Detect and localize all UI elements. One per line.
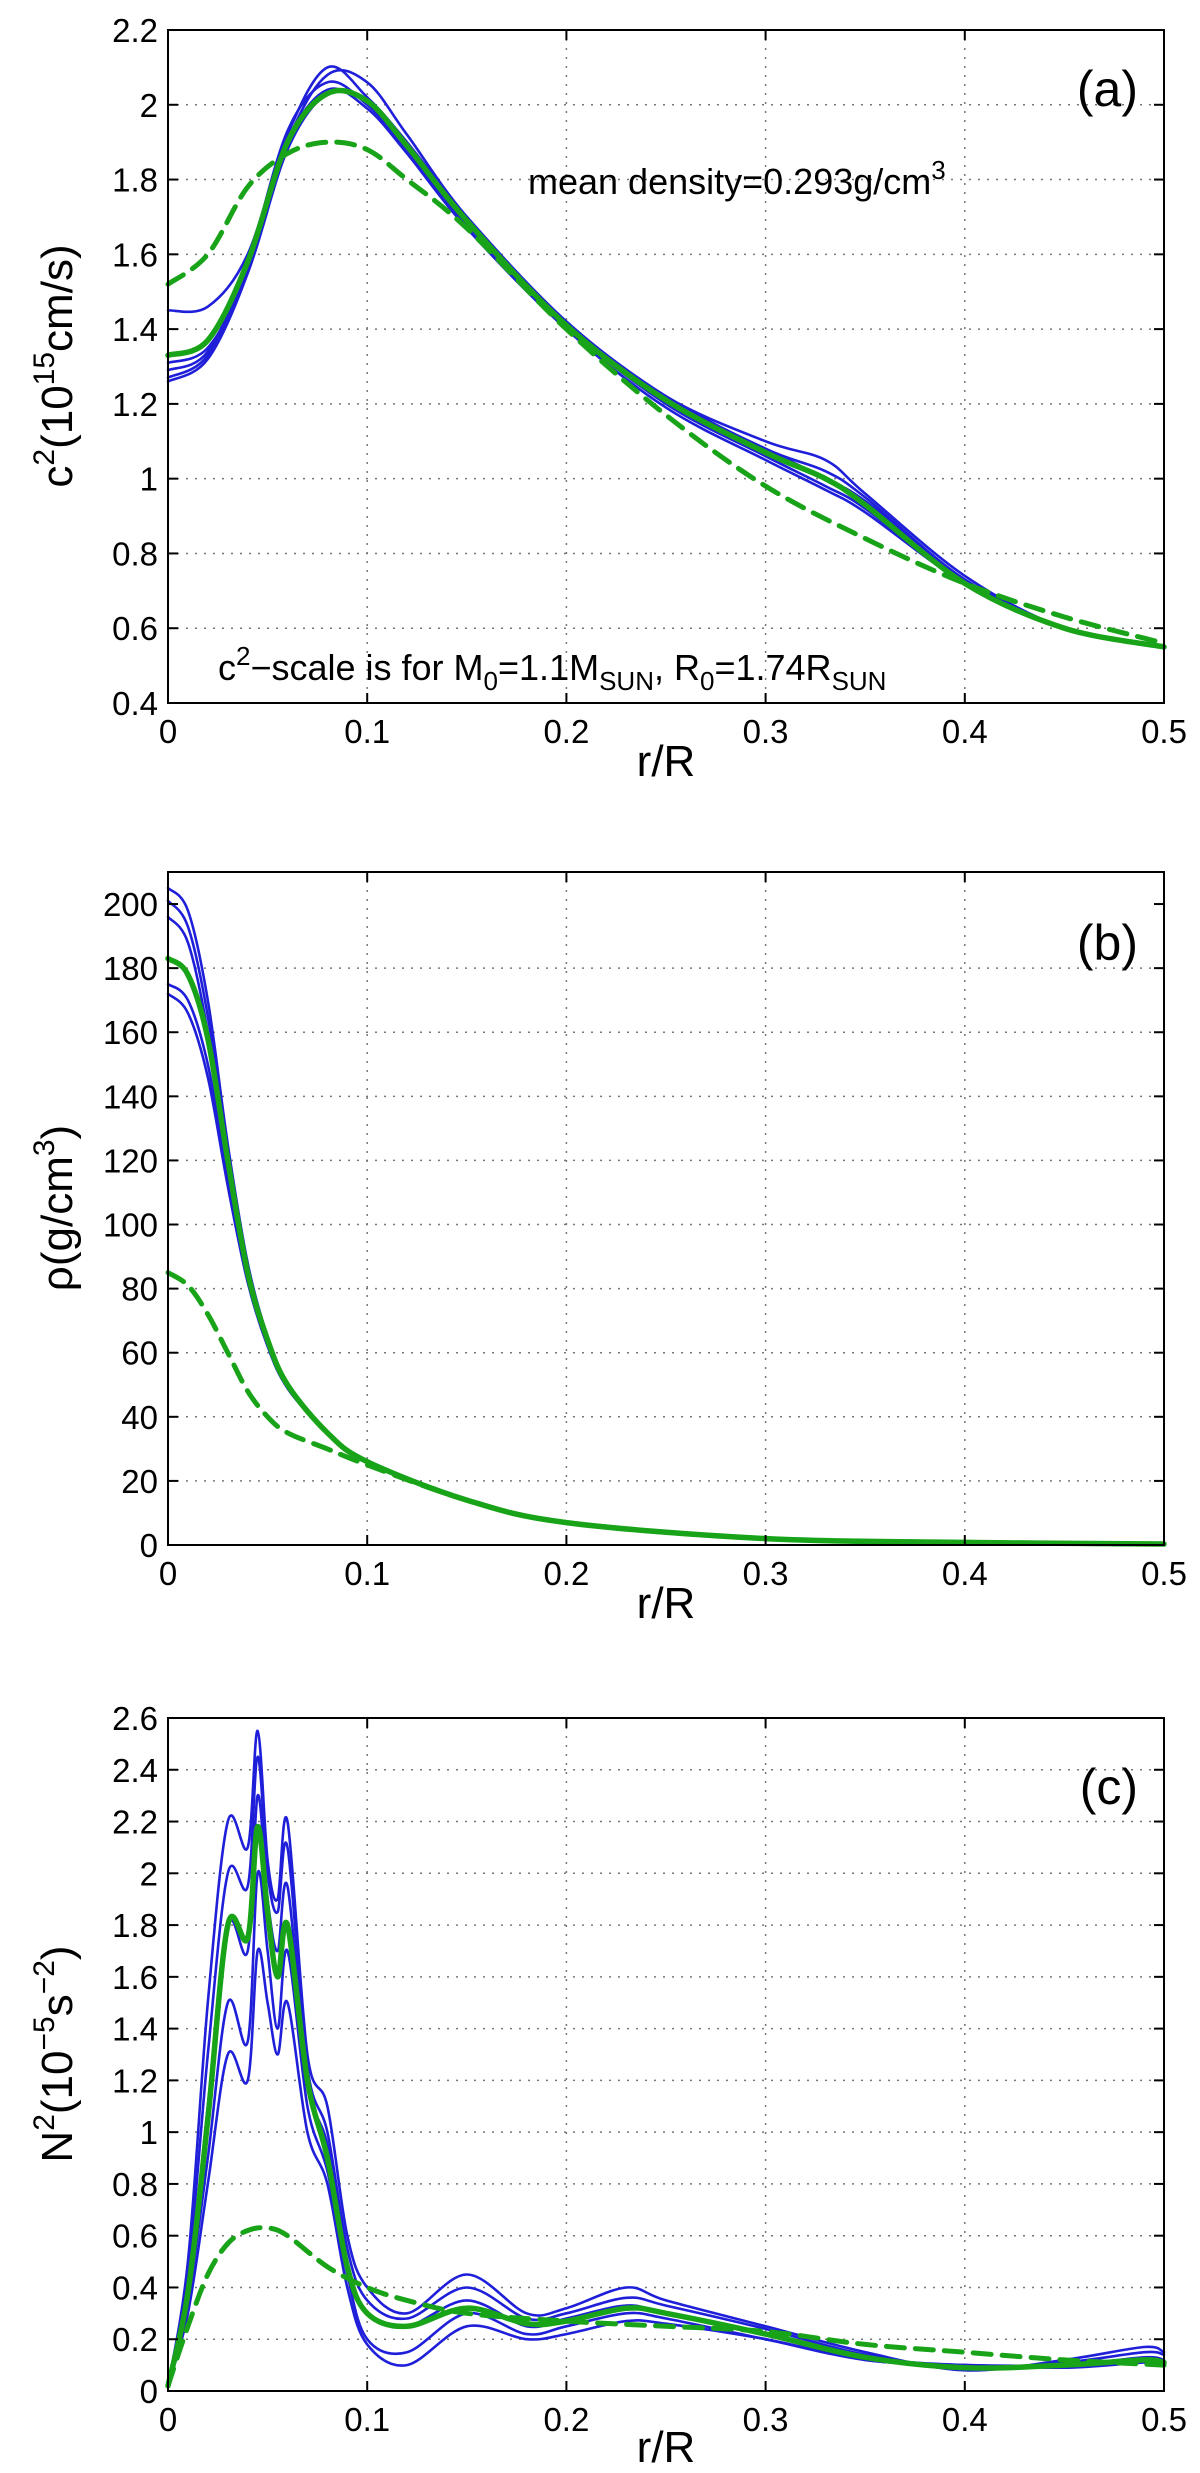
series-line-green-dash-6: [165, 2225, 1167, 2389]
panel-c-frame: [167, 1717, 1165, 2392]
y-tick-label: 120: [103, 1142, 158, 1179]
panel-a: 0 0.1 0.2 0.3 0.4 0.5 0.4 0.6 0.8 1 1.2 1.4 1.6 1.8 2 2…: [28, 12, 1187, 786]
y-tick-label: 1.2: [112, 386, 158, 423]
y-tick-label: 160: [103, 1014, 158, 1051]
y-tick-label: 200: [103, 886, 158, 923]
panel-b-frame: [167, 871, 1165, 1546]
x-tick-label: 0: [159, 713, 177, 750]
y-tick-label: 0.8: [112, 2166, 158, 2203]
y-tick-label: 0: [140, 2373, 158, 2410]
x-tick-label: 0: [159, 1555, 177, 1592]
y-tick-label: 0.6: [112, 2218, 158, 2255]
panel-c-ticks: 0 0.1 0.2 0.3 0.4 0.5 0 0.2 0.4 0.6 0.8 1 1.2 1.4 1.6 1…: [112, 1700, 1187, 2438]
y-tick-label: 1.4: [112, 2011, 158, 2048]
panel-a-series: [165, 65, 1167, 650]
x-tick-label: 0.3: [743, 713, 789, 750]
series-line-blue-0: [166, 65, 1166, 649]
panel-a-annotation-scale: c2−scale is for M0=1.1MSUN, R0=1.74RSUN: [218, 641, 886, 696]
series-line-blue-1: [166, 1755, 1166, 2388]
series-line-green-5: [165, 87, 1167, 650]
panel-c-grid: [168, 1718, 1164, 2391]
x-tick-label: 0: [159, 2401, 177, 2438]
y-tick-label: 0: [140, 1527, 158, 1564]
series-line-green-dash-6: [165, 139, 1167, 646]
y-tick-label: 2: [140, 87, 158, 124]
panel-c-series: [165, 1729, 1167, 2389]
y-tick-label: 0.8: [112, 535, 158, 572]
y-tick-label: 0.4: [112, 2269, 158, 2306]
y-tick-label: 100: [103, 1207, 158, 1244]
x-tick-label: 0.1: [344, 713, 390, 750]
panel-c-x-axis-label: r/R: [637, 2423, 696, 2472]
panel-a-label: (a): [1077, 61, 1138, 117]
y-tick-label: 2.2: [112, 1804, 158, 1841]
y-tick-label: 2.2: [112, 12, 158, 49]
panel-b-series: [165, 886, 1167, 1547]
y-tick-label: 2.6: [112, 1700, 158, 1737]
panel-b-label: (b): [1077, 915, 1138, 971]
panel-a-ticks: 0 0.1 0.2 0.3 0.4 0.5 0.4 0.6 0.8 1 1.2 1.4 1.6 1.8 2 2…: [112, 12, 1187, 750]
series-line-blue-4: [166, 1947, 1166, 2388]
series-line-green-dash-6: [165, 1270, 1167, 1547]
series-line-blue-0: [166, 1729, 1166, 2388]
y-tick-label: 60: [121, 1335, 158, 1372]
y-tick-label: 1.8: [112, 1907, 158, 1944]
panel-a-x-axis-label: r/R: [637, 737, 696, 786]
panel-b-y-axis-label: ρ(g/cm3): [28, 1125, 82, 1291]
panel-b-ticks: 0 0.1 0.2 0.3 0.4 0.5 0 20 40 60 80 100 120 140 160 180…: [103, 872, 1187, 1592]
y-tick-label: 20: [121, 1463, 158, 1500]
x-tick-label: 0.2: [543, 713, 589, 750]
x-tick-label: 0.2: [543, 1555, 589, 1592]
y-tick-label: 1: [140, 461, 158, 498]
series-line-green-5: [165, 1823, 1167, 2389]
x-tick-label: 0.5: [1141, 2401, 1187, 2438]
panel-b-x-axis-label: r/R: [637, 1579, 696, 1628]
x-tick-label: 0.3: [743, 2401, 789, 2438]
series-line-blue-4: [166, 992, 1166, 1546]
y-tick-label: 1.4: [112, 311, 158, 348]
y-tick-label: 0.2: [112, 2321, 158, 2358]
y-tick-label: 2.4: [112, 1752, 158, 1789]
x-tick-label: 0.2: [543, 2401, 589, 2438]
x-tick-label: 0.1: [344, 1555, 390, 1592]
x-tick-label: 0.4: [942, 1555, 988, 1592]
x-tick-label: 0.4: [942, 2401, 988, 2438]
series-line-blue-1: [166, 68, 1166, 649]
x-tick-label: 0.5: [1141, 713, 1187, 750]
y-tick-label: 80: [121, 1271, 158, 1308]
y-tick-label: 2: [140, 1855, 158, 1892]
panel-b: 0 0.1 0.2 0.3 0.4 0.5 0 20 40 60 80 100 120 140 160 180…: [28, 871, 1187, 1628]
x-tick-label: 0.3: [743, 1555, 789, 1592]
y-tick-label: 1.6: [112, 1959, 158, 1996]
series-line-blue-3: [166, 982, 1166, 1546]
y-tick-label: 0.6: [112, 610, 158, 647]
series-line-blue-2: [166, 1794, 1166, 2388]
series-line-blue-2: [166, 915, 1166, 1546]
x-tick-label: 0.1: [344, 2401, 390, 2438]
panel-a-y-axis-label: c2(1015cm/s): [28, 244, 82, 487]
panel-a-annotation-density: mean density=0.293g/cm3: [528, 155, 946, 202]
panel-a-frame: [167, 29, 1165, 704]
series-line-green-5: [165, 955, 1167, 1547]
y-tick-label: 40: [121, 1399, 158, 1436]
x-tick-label: 0.5: [1141, 1555, 1187, 1592]
y-tick-label: 1.8: [112, 162, 158, 199]
y-tick-label: 0.4: [112, 685, 158, 722]
y-tick-label: 140: [103, 1078, 158, 1115]
y-tick-label: 1.2: [112, 2062, 158, 2099]
x-tick-label: 0.4: [942, 713, 988, 750]
y-tick-label: 1.6: [112, 236, 158, 273]
panel-c-y-axis-label: N2(10−5s−2): [28, 1945, 82, 2162]
panel-c: 0 0.1 0.2 0.3 0.4 0.5 0 0.2 0.4 0.6 0.8 1 1.2 1.4 1.6 1…: [28, 1700, 1187, 2472]
y-tick-label: 1: [140, 2114, 158, 2151]
y-tick-label: 180: [103, 950, 158, 987]
panel-c-label: (c): [1080, 1759, 1138, 1815]
